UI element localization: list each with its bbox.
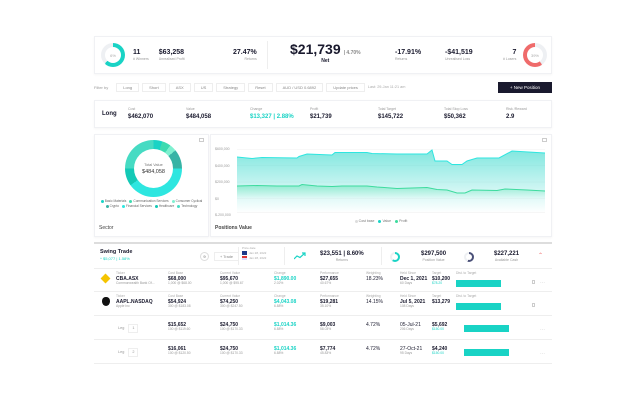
filter-strategy-button[interactable]: Strategy — [216, 82, 246, 92]
lock-icon[interactable] — [532, 280, 535, 284]
table-row-leg[interactable]: Leg 2 $16,061 100 @ $120.50 $24,750 100 @ $… — [94, 340, 552, 364]
losers-stat: 7 # Losers — [503, 48, 517, 61]
filter-bar: Filter by Long Short ASX US Strategy Res… — [94, 80, 552, 94]
table-row[interactable]: Ticker AAPL.NASDAQ Apple Inc Cost Base $54,… — [94, 292, 552, 316]
leg-number-box: 1 — [128, 324, 139, 333]
swing-title: Swing Trade — [100, 249, 133, 255]
au-flag-icon — [242, 251, 247, 255]
long-summary: Long Cost $462,070 Value $484,058 Change $1… — [94, 100, 552, 128]
chart-image-icon[interactable] — [542, 138, 547, 142]
lock-icon[interactable] — [532, 303, 535, 307]
swing-available-cash: $227,221 Available Cash — [494, 251, 520, 262]
unrealised-profit-stat: $63,258 Unrealised Profit — [158, 48, 185, 61]
leg-number-box: 2 — [128, 348, 139, 357]
legend-cost-base[interactable]: Cost base — [354, 219, 374, 223]
net-stat: $21,739 | 4.70% Net — [290, 41, 361, 64]
unrealised-loss-stat: -$41,519 Unrealised Loss — [445, 48, 473, 61]
new-position-button[interactable]: + New Position — [497, 81, 552, 93]
legend-technology[interactable]: Technology — [177, 204, 197, 208]
summary-bar: 6% 11 # Winners $63,258 Unrealised Profi… — [94, 36, 552, 74]
table-row[interactable]: Ticker CBA.ASX Commonwealth Bank Of... Cos… — [94, 268, 552, 292]
filter-label: Filter by — [94, 84, 109, 90]
y-axis-labels: $600,000 $400,000 $200,000 $0 $-200,000 — [215, 147, 231, 217]
filter-asx-button[interactable]: ASX — [168, 82, 191, 92]
sector-title: Sector — [99, 225, 114, 231]
available-cash-donut — [464, 252, 474, 262]
legend-value[interactable]: Value — [378, 219, 391, 223]
long-profit: Profit $21,739 — [310, 107, 332, 120]
apple-logo-icon — [102, 297, 110, 306]
dist-to-target-bar — [464, 325, 509, 332]
charts-row: Total Value $484,058 Basic Materials Com… — [94, 134, 552, 237]
filter-us-button[interactable]: US — [193, 82, 214, 92]
collapse-chevron-icon[interactable]: ⌃ — [538, 253, 544, 259]
price-dates: Price date Jan 28, 2022 Jan 28, 2022 — [242, 246, 267, 260]
divider — [267, 41, 268, 69]
winners-donut: 6% — [101, 43, 125, 67]
long-risk-reward: Risk /Reward 2.9 — [506, 107, 527, 120]
long-value: Value $484,058 — [186, 107, 212, 120]
more-options-icon[interactable]: ⋯ — [540, 327, 545, 333]
update-prices-button[interactable]: Update prices — [326, 82, 365, 92]
returns-negative-stat: -17.91% Returns — [395, 48, 422, 61]
swing-title-block: Swing Trade ^ $5,077 | 1.58% — [100, 249, 132, 261]
sector-donut[interactable]: Total Value $484,058 — [125, 140, 182, 197]
legend-financial-services[interactable]: Financial Services — [121, 204, 152, 208]
dist-to-target-bar — [464, 349, 509, 356]
long-cost: Cost $462,070 — [128, 107, 154, 120]
returns-positive-stat: 27.47% Returns — [233, 48, 257, 61]
filter-long-button[interactable]: Long — [116, 82, 140, 92]
long-total-stop-loss: Total Stop Loss $50,362 — [444, 107, 468, 120]
legend-basic-materials[interactable]: Basic Materials — [100, 199, 126, 203]
filter-short-button[interactable]: Short — [142, 82, 166, 92]
positions-legend: Cost base Value Profit — [211, 219, 551, 223]
trend-up-icon — [294, 252, 306, 260]
legend-consumer-cyclical[interactable]: Consumer Cyclical — [171, 199, 202, 203]
legend-profit[interactable]: Profit — [395, 219, 407, 223]
long-total-target: Total Target $145,722 — [378, 107, 404, 120]
position-value-donut — [390, 252, 400, 262]
legend-crypto[interactable]: Crypto — [105, 204, 119, 208]
more-options-icon[interactable]: ⋯ — [540, 351, 545, 357]
fx-rate: AUD / USD 0.6892 — [275, 82, 324, 92]
swing-change: ^ $5,077 | 1.58% — [100, 256, 130, 262]
positions-area-plot[interactable] — [237, 149, 545, 213]
reset-button[interactable]: Reset — [248, 82, 273, 92]
positions-value-chart: $600,000 $400,000 $200,000 $0 $-200,000 — [210, 134, 552, 237]
dist-to-target-bar — [456, 280, 501, 287]
more-options-icon[interactable]: ⋯ — [540, 280, 545, 286]
swing-returns: $23,551 | 8.60% Returns — [320, 251, 364, 262]
table-row-leg[interactable]: Leg 1 $15,652 100 @ $119.60 $24,750 100 @ $… — [94, 316, 552, 340]
last-updated: Last: 29-Jan 11:21 am — [367, 85, 406, 89]
winners-stat: 11 # Winners — [133, 48, 149, 61]
add-trade-button[interactable]: + Trade — [214, 252, 239, 261]
dashboard: 6% 11 # Winners $63,258 Unrealised Profi… — [94, 36, 552, 364]
chart-image-icon[interactable] — [199, 138, 204, 142]
legend-healthcare[interactable]: Healthcare — [154, 204, 174, 208]
swing-position-value: $297,500 Position Value — [421, 251, 447, 262]
dist-to-target-bar — [456, 303, 501, 310]
us-flag-icon — [242, 256, 247, 260]
sector-legend: Basic Materials Communication Services C… — [99, 199, 204, 208]
legend-communication-services[interactable]: Communication Services — [129, 199, 169, 203]
positions-value-title: Positions Value — [215, 225, 252, 231]
long-title: Long — [102, 111, 117, 117]
swing-trade-header: Swing Trade ^ $5,077 | 1.58% 9 + Trade P… — [94, 242, 552, 268]
cba-logo-icon — [100, 273, 111, 284]
losers-donut: 39% — [523, 43, 547, 67]
position-count-badge[interactable]: 9 — [200, 252, 209, 261]
sector-chart: Total Value $484,058 Basic Materials Com… — [94, 134, 209, 237]
long-change: Change $13,327 | 2.88% — [250, 107, 294, 120]
